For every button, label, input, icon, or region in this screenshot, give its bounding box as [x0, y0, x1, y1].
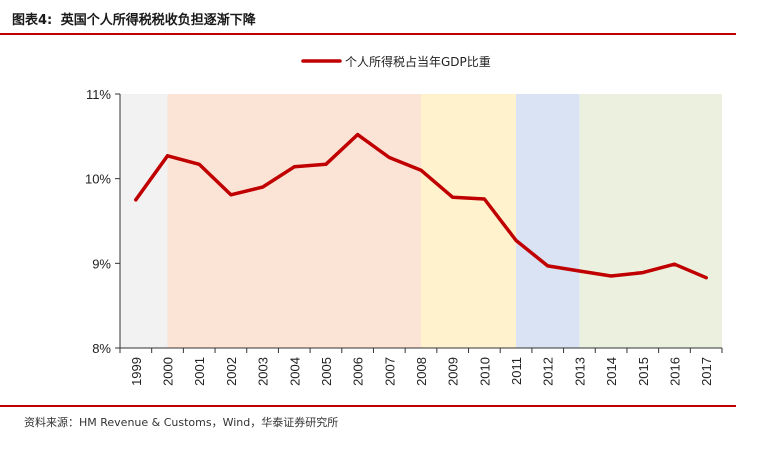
x-tick-label: 2011	[509, 357, 524, 385]
data-point	[482, 197, 486, 201]
data-point	[134, 198, 138, 202]
chart-axes: 8% 9% 10% 11% 1999 2000 2001 2002 2003 2004 2005 20…	[85, 87, 723, 386]
figure-footer-rule	[0, 405, 736, 407]
x-tick-label: 2009	[446, 357, 461, 386]
x-tick-label: 2002	[224, 357, 239, 386]
figure-label: 图表4:	[12, 13, 53, 28]
source-note: 资料来源：HM Revenue & Customs，Wind，华泰证券研究所	[24, 416, 339, 429]
y-tick-label: 9%	[92, 256, 111, 271]
x-tick-label: 2008	[414, 357, 429, 386]
data-point	[514, 238, 518, 242]
x-tick-label: 2012	[541, 357, 556, 386]
band-gray	[120, 94, 168, 348]
data-point	[229, 193, 233, 197]
x-tick-label: 2000	[161, 357, 176, 386]
band-blue	[516, 94, 580, 348]
figure-header: 图表4: 英国个人所得税税收负担逐渐下降	[0, 0, 736, 35]
x-tick-label: 2003	[256, 357, 271, 386]
data-point	[292, 165, 296, 169]
band-pink	[167, 94, 421, 348]
data-point	[261, 185, 265, 189]
x-tick-label: 2010	[477, 357, 492, 386]
figure-title: 图表4: 英国个人所得税税收负担逐渐下降	[12, 9, 260, 28]
x-tick-label: 2006	[351, 357, 366, 386]
data-point	[704, 276, 708, 280]
data-point	[166, 154, 170, 158]
data-point	[387, 156, 391, 159]
data-point	[356, 133, 360, 137]
data-point	[324, 162, 328, 166]
y-tick-label: 11%	[86, 87, 111, 102]
x-tick-label: 2007	[382, 357, 397, 386]
chart-series	[134, 132, 708, 280]
x-tick-label: 2005	[319, 357, 334, 386]
x-tick-label: 2014	[604, 357, 619, 386]
x-tick-label: 2001	[192, 357, 207, 386]
x-tick-label: 1999	[129, 357, 144, 386]
line-chart: 8% 9% 10% 11% 1999 2000 2001 2002 2003 2004 2005 20…	[85, 54, 723, 386]
data-point	[197, 162, 201, 166]
x-tick-label: 2016	[667, 357, 682, 386]
data-point	[419, 168, 423, 172]
x-tick-label: 2013	[572, 357, 587, 386]
legend-label: 个人所得税占当年GDP比重	[345, 54, 491, 69]
era-bands	[120, 94, 722, 348]
x-tick-label: 2017	[699, 357, 714, 386]
data-point	[451, 195, 455, 199]
band-green	[579, 94, 722, 348]
y-tick-label: 10%	[85, 172, 111, 187]
x-tick-label: 2004	[287, 357, 302, 386]
figure-title-text: 英国个人所得税税收负担逐渐下降	[60, 13, 256, 28]
data-point	[577, 269, 581, 273]
data-point	[546, 264, 550, 268]
chart-legend: 个人所得税占当年GDP比重	[301, 54, 491, 69]
data-point	[609, 274, 613, 278]
x-tick-label: 2015	[636, 357, 651, 386]
data-point	[641, 271, 645, 275]
y-tick-label: 8%	[92, 341, 111, 356]
data-point	[672, 262, 676, 266]
